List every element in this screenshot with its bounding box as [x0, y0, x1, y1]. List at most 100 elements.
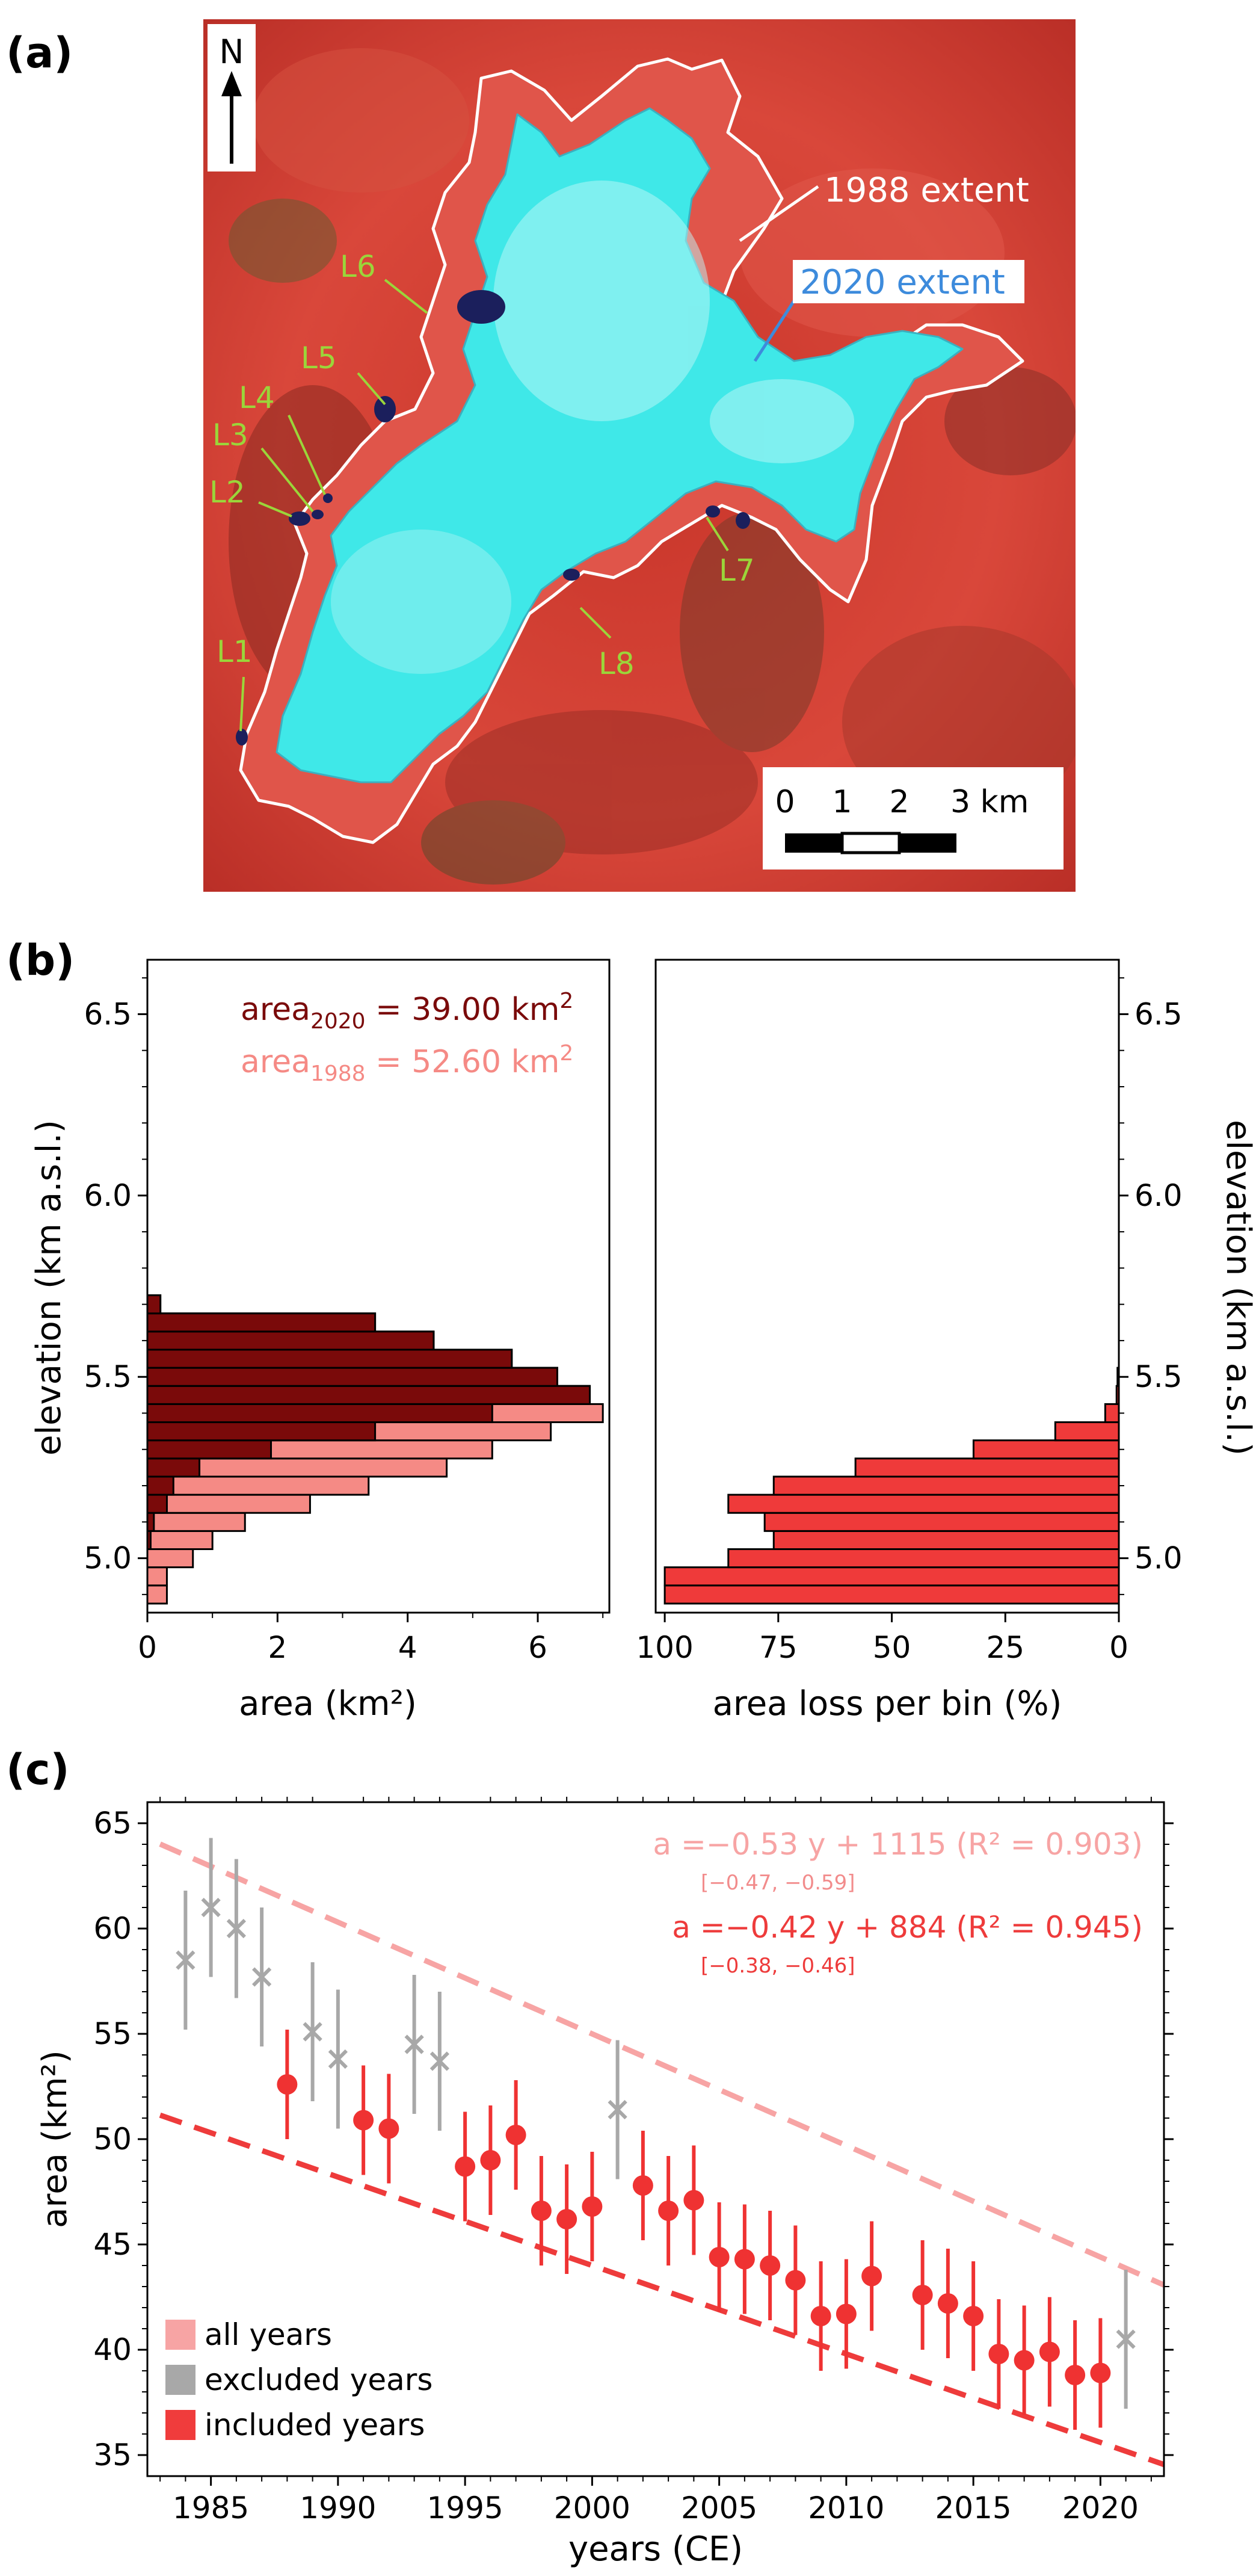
bar-area2020-5.7: [146, 1294, 162, 1315]
scale-tick-2: 2: [889, 784, 909, 820]
hypsometry-ticks: 0 2 4 6 5.0 5.5 6.0 6.5: [84, 977, 604, 1665]
loss-bar-4.95: [663, 1566, 1120, 1587]
included-point-2005: [709, 2247, 730, 2267]
fit-included-range: [−0.38, −0.46]: [701, 1954, 855, 1978]
area-loss-ticks: 100 75 50 25 0 5.0 5.5 6.0 6.5: [636, 977, 1183, 1665]
bar-area2020-5.15: [146, 1493, 168, 1514]
satellite-map: [203, 19, 1076, 892]
bar-area2020-5.55: [146, 1348, 513, 1369]
included-point-2016: [988, 2344, 1009, 2364]
excluded-marker-stroke: [328, 2049, 348, 2069]
panel-label-c: (c): [6, 1745, 69, 1794]
x-tick-label-6: 6: [528, 1630, 547, 1665]
fit-line-0: [159, 1841, 1165, 2288]
bar-area2020-5.45: [146, 1385, 591, 1405]
excluded-point-1986: [226, 1918, 246, 1939]
loss-y-tick-label-6.5: 6.5: [1134, 996, 1183, 1031]
x-tick-label-0: 0: [138, 1630, 157, 1665]
x-tick-label-2: 2: [268, 1630, 287, 1665]
included-point-1995: [455, 2156, 476, 2177]
included-point-1998: [531, 2201, 552, 2221]
bar-area2020-5.5: [146, 1367, 558, 1387]
area-loss-chart: 100 75 50 25 0 5.0 5.5 6.0 6.5 area loss per bin…: [636, 959, 1258, 1723]
hypsometry-frame: [146, 959, 611, 1614]
included-point-2004: [683, 2190, 704, 2211]
bar-area1988-5.05: [146, 1530, 214, 1551]
c-y-tick-label-60: 60: [93, 1911, 132, 1946]
loss-x-tick-label-0: 0: [1109, 1630, 1128, 1665]
excluded-point-1985: [201, 1897, 221, 1918]
bar-area2020-5.1: [146, 1512, 155, 1532]
bar-area1988-5.15: [146, 1493, 311, 1514]
loss-bar-5.05: [772, 1530, 1120, 1551]
bar-area1988-5.2: [146, 1475, 370, 1496]
bar-area2020-5.65: [146, 1312, 377, 1333]
lake-label-l2: L2: [209, 475, 245, 510]
lake-l6: [457, 290, 505, 324]
hypsometry-xlabel: area (km²): [239, 1684, 417, 1723]
scale-tick-3: 3 km: [950, 784, 1029, 820]
included-point-1997: [505, 2125, 526, 2145]
area-loss-bars: [663, 1367, 1120, 1605]
included-point-2017: [1014, 2350, 1035, 2371]
excluded-marker-stroke: [176, 1950, 195, 1970]
y-tick-label-5.0: 5.0: [84, 1541, 132, 1576]
c-x-tick-label-1990: 1990: [300, 2491, 376, 2525]
extent-1988-leader: [739, 185, 819, 242]
hypsometry-bars: [146, 1294, 604, 1605]
excluded-marker-stroke: [429, 2051, 449, 2071]
legend-label-all: all years: [205, 2317, 332, 2352]
lake-extra: [736, 512, 750, 529]
lake-l1: [236, 729, 248, 746]
excluded-point-1984: [176, 1950, 195, 1970]
bar-area1988-4.95: [146, 1566, 168, 1587]
extent-1988-label: 1988 extent: [824, 171, 1029, 210]
bar-area2020-5.25: [146, 1457, 201, 1478]
extent-2020-label-box: [793, 260, 1024, 303]
fit-line-1: [159, 2112, 1165, 2468]
proglacial-lakes: [236, 290, 750, 746]
timeseries-legend: all years excluded years included years: [165, 2317, 432, 2442]
c-y-tick-label-40: 40: [93, 2332, 132, 2367]
loss-bar-4.9: [663, 1584, 1120, 1605]
hypsometry-chart: 0 2 4 6 5.0 5.5 6.0 6.5 area2020 = 39.00 km2 ar…: [29, 959, 611, 1723]
loss-x-tick-label-100: 100: [636, 1630, 693, 1665]
scale-tick-1: 1: [832, 784, 852, 820]
included-point-2002: [632, 2175, 653, 2196]
c-y-tick-label-65: 65: [93, 1806, 132, 1841]
lake-label-l1: L1: [217, 634, 253, 669]
lake-labels: L1 L2 L3 L4 L5 L6 L7 L8: [209, 249, 755, 681]
loss-bar-5: [727, 1548, 1120, 1569]
included-point-2009: [810, 2306, 831, 2326]
excluded-point-2021: [1116, 2329, 1136, 2349]
timeseries-ylabel: area (km²): [35, 2050, 75, 2228]
lake-label-l8: L8: [599, 646, 635, 681]
c-y-tick-label-50: 50: [93, 2122, 132, 2157]
lake-leaders: [239, 279, 729, 732]
timeseries-xlabel: years (CE): [568, 2530, 743, 2569]
c-x-tick-label-1985: 1985: [173, 2491, 249, 2525]
c-y-tick-label-35: 35: [93, 2438, 132, 2473]
lake-label-l4: L4: [239, 380, 275, 415]
excluded-point-1993: [404, 2034, 424, 2054]
loss-y-tick-label-6.0: 6.0: [1134, 1178, 1183, 1213]
north-label: N: [219, 32, 244, 71]
fit-included-label: a =−0.42 y + 884 (R² = 0.945): [672, 1910, 1143, 1945]
bar-area2020-5.35: [146, 1421, 377, 1442]
included-point-2013: [912, 2285, 933, 2305]
bar-area1988-4.9: [146, 1584, 168, 1605]
excluded-marker-stroke: [226, 1918, 246, 1939]
loss-bar-5.3: [972, 1439, 1120, 1460]
excluded-marker-stroke: [404, 2034, 424, 2054]
area-2020-annotation: area2020 = 39.00 km2: [241, 989, 573, 1034]
lake-l8: [563, 569, 580, 581]
lake-l5: [374, 396, 396, 422]
panel-label-a: (a): [6, 28, 73, 78]
scale-bar: 0 1 2 3 km: [763, 767, 1064, 869]
legend-label-excluded: excluded years: [205, 2362, 432, 2397]
c-y-tick-label-55: 55: [93, 2016, 132, 2051]
loss-bar-5.1: [763, 1512, 1120, 1532]
y-tick-label-6.0: 6.0: [84, 1178, 132, 1213]
included-point-2019: [1065, 2365, 1086, 2385]
fit-all-label: a =−0.53 y + 1115 (R² = 0.903): [653, 1827, 1143, 1862]
